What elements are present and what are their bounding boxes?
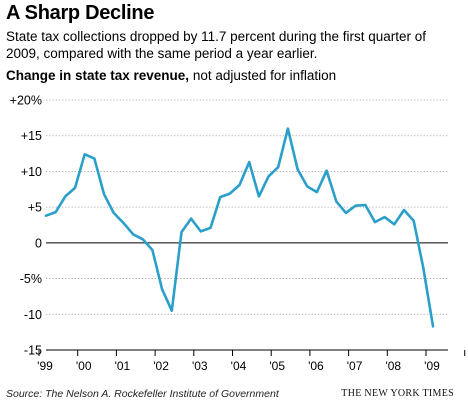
chart-subtitle: State tax collections dropped by 11.7 pe… [6, 29, 426, 61]
y-tick-label: +15 [21, 129, 42, 143]
source-note: Source: The Nelson A. Rockefeller Instit… [6, 388, 279, 400]
x-tick-label: '02 [153, 359, 169, 373]
x-tick-label: '04 [231, 359, 247, 373]
x-tick-label: '06 [308, 359, 324, 373]
x-tick-label: '07 [347, 359, 363, 373]
x-tick-label: '03 [192, 359, 208, 373]
x-tick-label: '99 [37, 359, 53, 373]
grid-lines [46, 99, 448, 351]
x-tick-label: '08 [385, 359, 401, 373]
credit-logo: THE NEW YORK TIMES [341, 388, 454, 399]
x-tick-label: '05 [269, 359, 285, 373]
y-tick-label: +10 [21, 165, 42, 179]
series-line [44, 127, 435, 328]
y-tick-label: -10 [24, 308, 42, 322]
chart-label-rest: not adjusted for inflation [189, 68, 337, 83]
y-tick-label: -5% [20, 272, 42, 286]
chart-label: Change in state tax revenue, not adjuste… [6, 68, 336, 83]
y-tick-label: +20% [10, 94, 42, 108]
chart-label-bold: Change in state tax revenue, [6, 68, 190, 83]
chart-title: A Sharp Decline [6, 2, 155, 24]
series-group [44, 127, 435, 328]
y-tick-label: -15 [24, 344, 42, 358]
y-tick-label: +5 [28, 201, 42, 215]
y-tick-label: 0 [35, 236, 42, 250]
y-tick-labels: +20% +15 +10 +5 0 -5% -10 -15 [10, 94, 42, 358]
x-tick-label: '01 [115, 359, 131, 373]
x-tick-label: '09 [424, 359, 440, 373]
x-axis: '99 '00 '01 '02 '03 '04 '05 '06 '07 '08 '09 [37, 349, 466, 373]
x-tick-label: '00 [76, 359, 92, 373]
